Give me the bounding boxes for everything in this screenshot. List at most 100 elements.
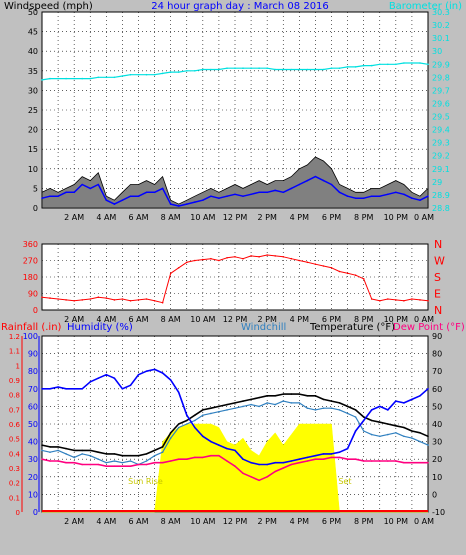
barometer-line-point — [322, 68, 325, 71]
windchill-line-point — [65, 453, 67, 455]
wind-average-line-point — [266, 191, 269, 194]
dewpoint-line-point — [370, 460, 373, 462]
x-tick-label: 10 AM — [190, 315, 215, 324]
temperature-line-point — [137, 454, 140, 457]
x-tick-label: 0 AM — [414, 315, 434, 324]
barometer-line-point — [65, 77, 67, 80]
wind-average-line-point — [242, 195, 244, 197]
x-tick-label: 2 AM — [64, 517, 84, 526]
humidity-line-point — [169, 379, 172, 381]
temperature-line-point — [105, 453, 108, 455]
temperature-line-point — [121, 454, 124, 457]
dewpoint-line-point — [242, 472, 244, 475]
barometer-line-point — [250, 67, 252, 69]
dewpoint-line-point — [411, 461, 413, 464]
humidity-line-point — [97, 377, 100, 380]
x-tick-label: 4 PM — [290, 213, 309, 222]
x-tick-label: 6 AM — [128, 517, 148, 526]
temperature-line-point — [306, 395, 309, 397]
windchill-line-point — [202, 414, 204, 417]
windchill-line-point — [274, 403, 277, 406]
sunrise-label: Sun Rise — [128, 477, 163, 486]
wind-average-line-point — [145, 191, 148, 194]
wind-average-line-point — [161, 187, 164, 190]
temperature-tick-label: 50 — [432, 402, 442, 411]
wind-average-line-point — [41, 197, 43, 199]
barometer-line-point — [218, 68, 220, 71]
humidity-line-point — [362, 419, 365, 422]
dewpoint-line-point — [403, 461, 405, 464]
wind-average-line-point — [81, 183, 83, 186]
x-tick-label: 2 PM — [257, 213, 276, 222]
wind-average-line-point — [387, 193, 389, 196]
wind-direction-line-point — [113, 299, 116, 301]
wind-average-line-point — [298, 183, 301, 186]
barometer-line-point — [290, 68, 293, 71]
barometer-line-point — [306, 68, 309, 71]
humidity-tick-label: 60 — [28, 402, 38, 411]
barometer-line-point — [121, 75, 124, 77]
dewpoint-line-point — [41, 458, 43, 461]
humidity-line-point — [113, 377, 116, 380]
y-tick-label: 40 — [28, 47, 38, 56]
temperature-line-point — [354, 409, 357, 411]
wind-average-line-point — [354, 197, 357, 199]
humidity-line-point — [105, 373, 108, 376]
wind-direction-line-point — [234, 255, 236, 258]
humidity-line-point — [145, 370, 148, 373]
x-tick-label: 0 AM — [414, 213, 434, 222]
temperature-line-point — [161, 446, 164, 448]
humidity-tick-label: 80 — [28, 367, 38, 376]
humidity-line-point — [65, 388, 67, 390]
wind-direction-line-point — [186, 261, 188, 264]
windchill-line-point — [298, 402, 301, 404]
windchill-line-point — [266, 402, 269, 404]
wind-average-line-point — [113, 203, 116, 205]
barometer-line-point — [161, 72, 164, 75]
temperature-line-point — [113, 453, 116, 455]
wind-average-line-point — [419, 199, 421, 201]
dewpoint-line-point — [346, 458, 349, 461]
dewpoint-line-point — [322, 458, 325, 461]
dewpoint-line-point — [330, 456, 333, 459]
windchill-line-point — [226, 409, 228, 411]
wind-direction-line-point — [387, 298, 389, 300]
temperature-line-point — [314, 395, 317, 397]
windchill-line-point — [57, 449, 59, 452]
temperature-line-point — [218, 405, 220, 408]
windchill-line-point — [282, 400, 285, 402]
humidity-tick-label: 50 — [28, 420, 38, 429]
temperature-line-point — [274, 395, 277, 397]
sunset-label: Set — [338, 477, 351, 486]
temperature-line-point — [427, 435, 429, 438]
wind-direction-line-point — [73, 300, 75, 302]
x-tick-label: 2 AM — [64, 315, 84, 324]
barometer-line-point — [113, 76, 116, 79]
x-tick-label: 2 PM — [257, 315, 276, 324]
windchill-line-point — [330, 407, 333, 410]
dewpoint-line-point — [194, 456, 196, 459]
temperature-line-point — [57, 446, 59, 448]
humidity-line-point — [194, 426, 196, 429]
barometer-line-point — [186, 70, 188, 72]
barometer-line-point — [387, 63, 389, 66]
windchill-line-point — [81, 453, 83, 455]
y-right-tick-label: 29 — [432, 178, 442, 187]
x-tick-label: 12 PM — [223, 213, 248, 222]
y-right-tick-label: 29.7 — [432, 86, 450, 95]
dewpoint-line-point — [395, 460, 397, 462]
barometer-axis-label: Barometer (in) — [389, 1, 462, 12]
y-right-tick-label: 29.8 — [432, 73, 450, 82]
dewpoint-line-point — [129, 465, 132, 468]
dewpoint-line-point — [298, 461, 301, 464]
dewpoint-line-point — [161, 461, 164, 464]
humidity-line-point — [210, 440, 212, 443]
windchill-line-point — [411, 437, 413, 439]
y-right-tick-label: 29.1 — [432, 165, 450, 174]
dewpoint-line-point — [218, 454, 220, 457]
humidity-line-point — [129, 384, 132, 387]
windchill-line-point — [49, 451, 51, 454]
x-tick-label: 8 PM — [354, 517, 373, 526]
y-right-tick-label: 29.4 — [432, 126, 450, 135]
wind-average-line-point — [403, 193, 405, 196]
